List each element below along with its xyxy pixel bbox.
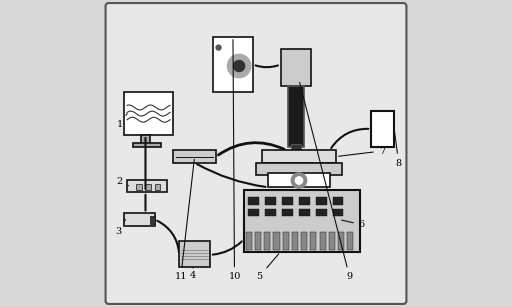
FancyArrowPatch shape — [157, 221, 179, 252]
Text: 5: 5 — [256, 254, 279, 282]
Bar — [124, 92, 173, 135]
Bar — [262, 150, 336, 163]
Bar — [133, 143, 161, 147]
Bar — [264, 232, 270, 250]
Bar — [244, 190, 360, 252]
Bar — [319, 232, 326, 250]
Bar — [338, 232, 344, 250]
Bar — [301, 232, 307, 250]
Bar — [333, 197, 344, 205]
Text: 3: 3 — [115, 220, 125, 236]
Bar — [141, 135, 150, 144]
Bar — [288, 86, 304, 147]
Text: 1: 1 — [116, 114, 127, 130]
Circle shape — [227, 54, 251, 78]
Bar — [268, 173, 330, 187]
Text: 7: 7 — [338, 146, 385, 156]
Circle shape — [295, 177, 303, 184]
Bar — [155, 184, 160, 190]
Bar — [282, 209, 293, 216]
Bar — [316, 209, 327, 216]
Bar — [292, 232, 298, 250]
Bar — [316, 197, 327, 205]
FancyArrowPatch shape — [197, 164, 266, 187]
Circle shape — [291, 173, 307, 188]
Bar — [255, 232, 261, 250]
Bar — [213, 37, 253, 92]
Text: 8: 8 — [395, 132, 402, 168]
Bar — [173, 150, 216, 163]
Bar — [179, 241, 210, 267]
Bar — [127, 180, 167, 192]
Bar — [371, 111, 394, 147]
Bar — [248, 197, 259, 205]
Bar — [282, 197, 293, 205]
Circle shape — [216, 45, 221, 50]
Bar — [299, 209, 310, 216]
Bar — [150, 216, 155, 224]
Text: 11: 11 — [175, 159, 194, 282]
Bar — [273, 232, 280, 250]
Bar — [299, 197, 310, 205]
Bar — [265, 197, 276, 205]
Text: 10: 10 — [228, 40, 241, 282]
Bar — [265, 209, 276, 216]
Bar — [248, 209, 259, 216]
Bar — [246, 232, 252, 250]
Bar — [347, 232, 353, 250]
Circle shape — [233, 60, 245, 72]
Text: 2: 2 — [116, 177, 129, 186]
FancyArrowPatch shape — [255, 65, 278, 67]
Bar — [333, 209, 344, 216]
Text: 6: 6 — [342, 220, 365, 229]
Bar — [124, 213, 155, 226]
Bar — [310, 232, 316, 250]
Text: 4: 4 — [190, 267, 196, 280]
FancyArrowPatch shape — [212, 241, 242, 255]
Bar — [283, 232, 289, 250]
FancyArrowPatch shape — [331, 129, 368, 148]
Bar — [281, 49, 311, 86]
FancyBboxPatch shape — [105, 3, 407, 304]
Bar — [145, 184, 151, 190]
Bar — [329, 232, 335, 250]
Text: 9: 9 — [300, 83, 353, 282]
FancyArrowPatch shape — [218, 143, 284, 155]
Bar — [291, 144, 301, 160]
Bar — [136, 184, 142, 190]
Bar — [256, 163, 342, 175]
